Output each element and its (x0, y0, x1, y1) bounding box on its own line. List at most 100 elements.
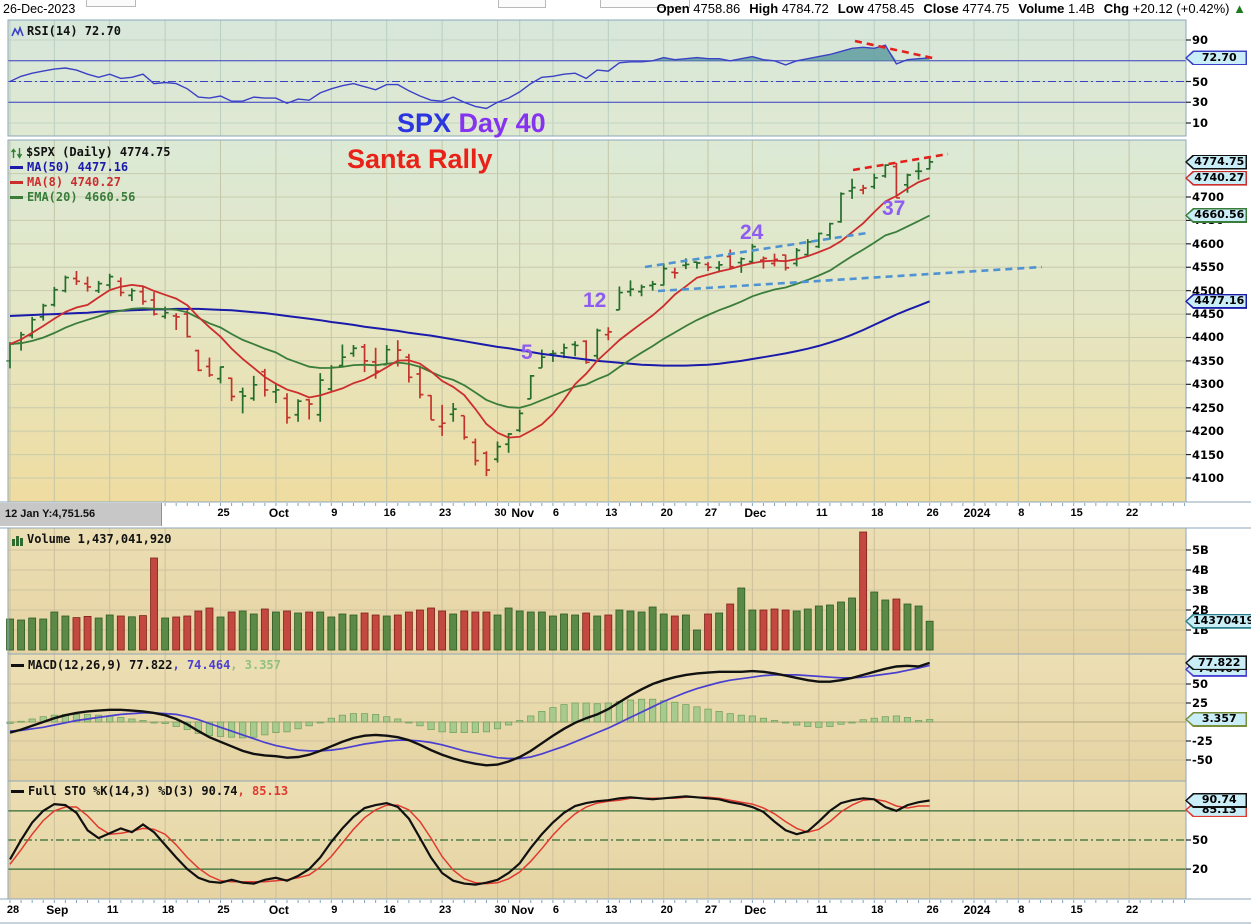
x-tick-label: Oct (268, 903, 289, 917)
scale-badge: 3.357 (1185, 711, 1247, 727)
x-tick-label: 11 (106, 904, 119, 916)
scale-badge: 1437041920 (1185, 613, 1251, 629)
x-tick-label: 16 (383, 904, 396, 916)
x-tick-label: Sep (46, 903, 69, 917)
y-scale-label: 3B (1192, 583, 1209, 597)
overlay-legend-rows: MA(50) 4477.16 MA(8) 4740.27 EMA(20) 4660.… (10, 160, 171, 205)
volume-legend: Volume 1,437,041,920 (11, 532, 172, 546)
x-tick-label: 27 (704, 904, 718, 916)
x-tick-label: 2024 (963, 506, 991, 520)
x-tick-label: 25 (217, 904, 230, 916)
quote-field-label: Volume (1018, 1, 1065, 16)
day-count-annotation: 5 (521, 341, 533, 364)
scale-badge: 90.74 (1185, 792, 1247, 808)
y-scale-label: 50 (1192, 74, 1209, 89)
x-tick-label: 8 (1018, 904, 1025, 916)
y-scale-label: -50 (1192, 753, 1213, 767)
x-tick-label: 6 (552, 904, 559, 916)
day-count-annotation: 37 (882, 197, 906, 220)
y-scale-label: 4350 (1192, 353, 1225, 368)
x-tick-label: 28 (6, 904, 20, 916)
quote-field-label: Chg (1103, 1, 1130, 16)
y-scale-label: 20 (1192, 862, 1209, 877)
y-scale-label: 4100 (1192, 470, 1225, 485)
day-count-annotation: 12 (583, 289, 607, 312)
y-scale-label: 4200 (1192, 424, 1225, 439)
day-count-annotation: 24 (740, 221, 764, 244)
legend-part: , 3.357 (230, 658, 281, 672)
scale-badge: 4774.75 (1185, 154, 1247, 170)
ema20-line-swatch (10, 196, 23, 199)
ma8-line-swatch (10, 181, 23, 184)
crosshair-readout: 12 Jan Y:4,751.56 (0, 503, 162, 526)
y-scale-label: 2B (1192, 603, 1209, 617)
x-tick-label: 13 (605, 904, 618, 916)
volume-legend-label: Volume 1,437,041,920 (27, 532, 172, 546)
browser-tab-fragment[interactable] (498, 0, 546, 8)
legend-part: , 74.464 (172, 658, 231, 672)
legend-part: Full STO %K(14,3) %D(3) 90.74 (28, 784, 238, 798)
macd-legend-label: MACD(12,26,9) 77.822, 74.464, 3.357 (28, 658, 281, 672)
x-tick-label: Dec (744, 506, 767, 520)
y-scale-label: 4400 (1192, 330, 1225, 345)
browser-tab-fragment[interactable] (86, 0, 136, 7)
data-series (6, 44, 934, 886)
browser-tab-fragment[interactable] (600, 0, 690, 8)
ma50-line-swatch (10, 166, 23, 169)
x-tick-label: 22 (1125, 507, 1139, 519)
scale-badge-value: 4740.27 (1187, 172, 1246, 185)
x-tick-label: 20 (660, 507, 673, 519)
quote-field-label: High (749, 1, 779, 16)
drawn-trendlines (644, 39, 1043, 293)
y-scale-label: 30 (1192, 95, 1209, 110)
sto-line-swatch (11, 790, 24, 793)
x-tick-label: 11 (816, 507, 828, 519)
quote-field-label: Open (656, 1, 690, 16)
scale-badge-value: 1437041920 (1187, 615, 1251, 628)
scale-badge-value: 3.357 (1187, 713, 1246, 726)
x-tick-label: 2024 (963, 903, 991, 917)
overlay-legend-ma50: MA(50) 4477.16 (10, 160, 171, 175)
x-tick-label: 20 (660, 904, 673, 916)
day-count-annotation-text: Day 40 (458, 108, 546, 138)
y-scale-label: 10 (1192, 116, 1209, 130)
x-tick-label: 23 (438, 904, 452, 916)
x-tick-label: Oct (268, 506, 289, 520)
macd-legend: MACD(12,26,9) 77.822, 74.464, 3.357 (11, 658, 281, 672)
rsi-indicator-icon (11, 25, 24, 36)
scale-badge-value: 4477.16 (1187, 295, 1246, 308)
y-scale-label: 5B (1192, 543, 1209, 557)
chart-date: 26-Dec-2023 (3, 2, 76, 16)
y-scale-label: 50 (1192, 833, 1209, 847)
x-tick-label: 11 (816, 904, 828, 916)
x-tick-label: 18 (871, 507, 884, 519)
panel-borders (0, 19, 1251, 924)
quote-field-label: Close (923, 1, 959, 16)
x-tick-label: 6 (552, 507, 559, 519)
quote-summary: Open 4758.86 High 4784.72 Low 4758.45 Close… (656, 1, 1246, 16)
x-tick-label: 15 (1070, 904, 1083, 916)
scale-badge: 72.70 (1185, 50, 1247, 66)
x-tick-label: Dec (744, 903, 767, 917)
up-arrow-icon: ▲ (1229, 1, 1246, 16)
chart-header: 26-Dec-2023 Open 4758.86 High 4784.72 Low … (0, 0, 1251, 18)
y-scale-label: 4250 (1192, 400, 1225, 415)
y-scale-label: 4B (1192, 563, 1209, 577)
x-tick-label: 9 (331, 904, 338, 916)
updown-arrows-icon (10, 147, 23, 159)
y-scale-label: 4150 (1192, 447, 1225, 462)
y-scale-label: 4450 (1192, 307, 1225, 322)
scale-badge-value: 90.74 (1187, 794, 1246, 807)
y-scale-label: 50 (1192, 677, 1209, 691)
x-tick-label: 30 (494, 904, 507, 916)
x-tick-label: 22 (1125, 904, 1139, 916)
x-tick-label: 9 (331, 507, 338, 519)
x-tick-label: 18 (871, 904, 884, 916)
x-tick-label: Nov (511, 903, 534, 917)
scale-badge-value: 4660.56 (1187, 209, 1246, 222)
overlay-legend-ema20: EMA(20) 4660.56 (10, 190, 171, 205)
volume-bars-icon (12, 535, 23, 546)
macd-line-swatch (11, 664, 24, 667)
sto-legend-label: Full STO %K(14,3) %D(3) 90.74, 85.13 (28, 784, 288, 798)
